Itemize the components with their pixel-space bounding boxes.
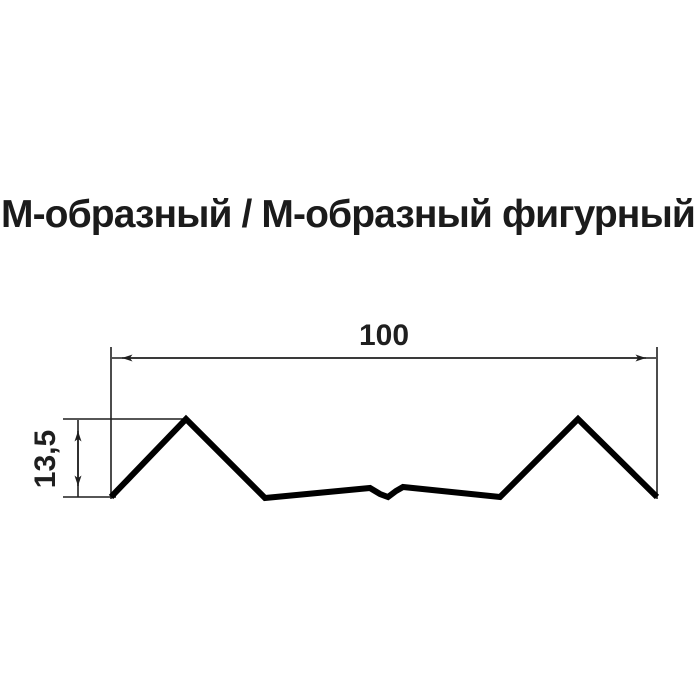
profile-outline — [108, 414, 660, 502]
page-title: М-образный / М-образный фигурный — [1, 193, 696, 236]
height-dimension-label: 13,5 — [29, 430, 62, 488]
width-dimension-label: 100 — [359, 319, 409, 352]
height-dimension-group: 13,5 — [29, 418, 187, 498]
width-dimension-group: 100 — [110, 319, 658, 499]
